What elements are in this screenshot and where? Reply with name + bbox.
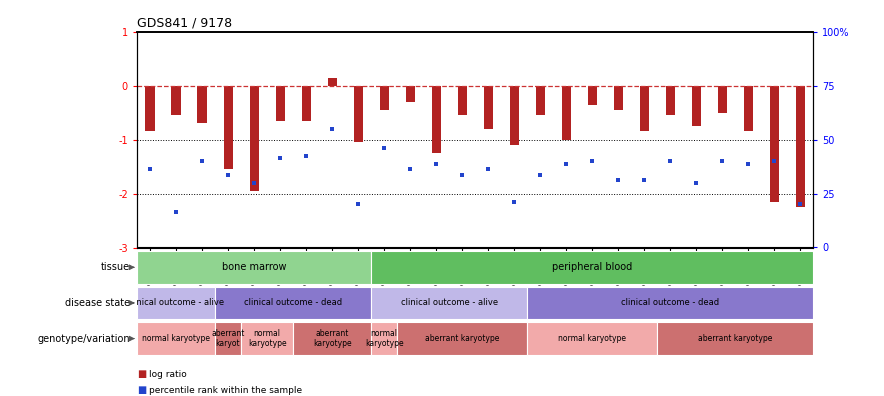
- Point: [325, 126, 339, 132]
- Bar: [371, 251, 813, 284]
- Bar: [249, 86, 259, 191]
- Point: [793, 201, 807, 208]
- Bar: [458, 86, 467, 115]
- Text: clinical outcome - dead: clinical outcome - dead: [244, 299, 342, 307]
- Text: aberrant karyotype: aberrant karyotype: [698, 334, 773, 343]
- Bar: [371, 322, 397, 355]
- Text: ■: ■: [137, 385, 146, 395]
- Point: [611, 177, 625, 183]
- Text: percentile rank within the sample: percentile rank within the sample: [149, 386, 301, 394]
- Point: [559, 161, 573, 167]
- Text: normal karyotype: normal karyotype: [558, 334, 626, 343]
- Bar: [640, 86, 649, 131]
- Point: [585, 158, 599, 164]
- Bar: [561, 86, 571, 139]
- Point: [455, 171, 469, 178]
- Bar: [146, 86, 155, 131]
- Bar: [241, 322, 293, 355]
- Text: clinical outcome - dead: clinical outcome - dead: [621, 299, 720, 307]
- Text: genotype/variation: genotype/variation: [38, 333, 130, 344]
- Point: [481, 166, 495, 172]
- Bar: [743, 86, 753, 131]
- Bar: [527, 287, 813, 319]
- Point: [507, 198, 522, 205]
- Point: [143, 166, 157, 172]
- Point: [377, 145, 392, 151]
- Text: clinical outcome - alive: clinical outcome - alive: [400, 299, 498, 307]
- Bar: [379, 86, 389, 110]
- Point: [169, 209, 183, 215]
- Bar: [527, 322, 657, 355]
- Bar: [657, 322, 813, 355]
- Point: [715, 158, 729, 164]
- Bar: [137, 322, 215, 355]
- Point: [195, 158, 210, 164]
- Point: [690, 180, 704, 186]
- Point: [403, 166, 417, 172]
- Text: tissue: tissue: [101, 262, 130, 272]
- Point: [741, 161, 755, 167]
- Bar: [536, 86, 545, 115]
- Point: [221, 171, 235, 178]
- Bar: [171, 86, 180, 115]
- Bar: [718, 86, 727, 112]
- Text: clinical outcome - alive: clinical outcome - alive: [127, 299, 225, 307]
- Bar: [406, 86, 415, 102]
- Bar: [431, 86, 441, 153]
- Text: ■: ■: [137, 369, 146, 379]
- Point: [273, 155, 287, 162]
- Bar: [509, 86, 519, 145]
- Text: normal karyotype: normal karyotype: [142, 334, 210, 343]
- Bar: [137, 287, 215, 319]
- Bar: [328, 78, 337, 86]
- Text: log ratio: log ratio: [149, 370, 187, 379]
- Point: [767, 158, 781, 164]
- Text: disease state: disease state: [65, 298, 130, 308]
- Bar: [197, 86, 207, 124]
- Bar: [770, 86, 779, 202]
- Bar: [215, 322, 241, 355]
- Text: aberrant
karyot: aberrant karyot: [211, 329, 245, 348]
- Text: aberrant karyotype: aberrant karyotype: [425, 334, 499, 343]
- Bar: [371, 287, 527, 319]
- Bar: [137, 251, 371, 284]
- Point: [351, 201, 365, 208]
- Point: [429, 161, 443, 167]
- Bar: [224, 86, 232, 169]
- Bar: [276, 86, 285, 121]
- Text: bone marrow: bone marrow: [222, 262, 286, 272]
- Bar: [397, 322, 527, 355]
- Point: [299, 152, 313, 159]
- Point: [533, 171, 547, 178]
- Bar: [796, 86, 804, 207]
- Text: GDS841 / 9178: GDS841 / 9178: [137, 16, 232, 29]
- Bar: [588, 86, 597, 105]
- Bar: [301, 86, 310, 121]
- Text: aberrant
karyotype: aberrant karyotype: [313, 329, 352, 348]
- Bar: [293, 322, 371, 355]
- Point: [637, 177, 652, 183]
- Bar: [215, 287, 371, 319]
- Point: [247, 180, 261, 186]
- Bar: [666, 86, 674, 115]
- Bar: [613, 86, 622, 110]
- Bar: [354, 86, 362, 142]
- Bar: [691, 86, 701, 126]
- Text: peripheral blood: peripheral blood: [552, 262, 632, 272]
- Point: [663, 158, 677, 164]
- Bar: [484, 86, 492, 129]
- Text: normal
karyotype: normal karyotype: [248, 329, 286, 348]
- Text: normal
karyotype: normal karyotype: [365, 329, 403, 348]
